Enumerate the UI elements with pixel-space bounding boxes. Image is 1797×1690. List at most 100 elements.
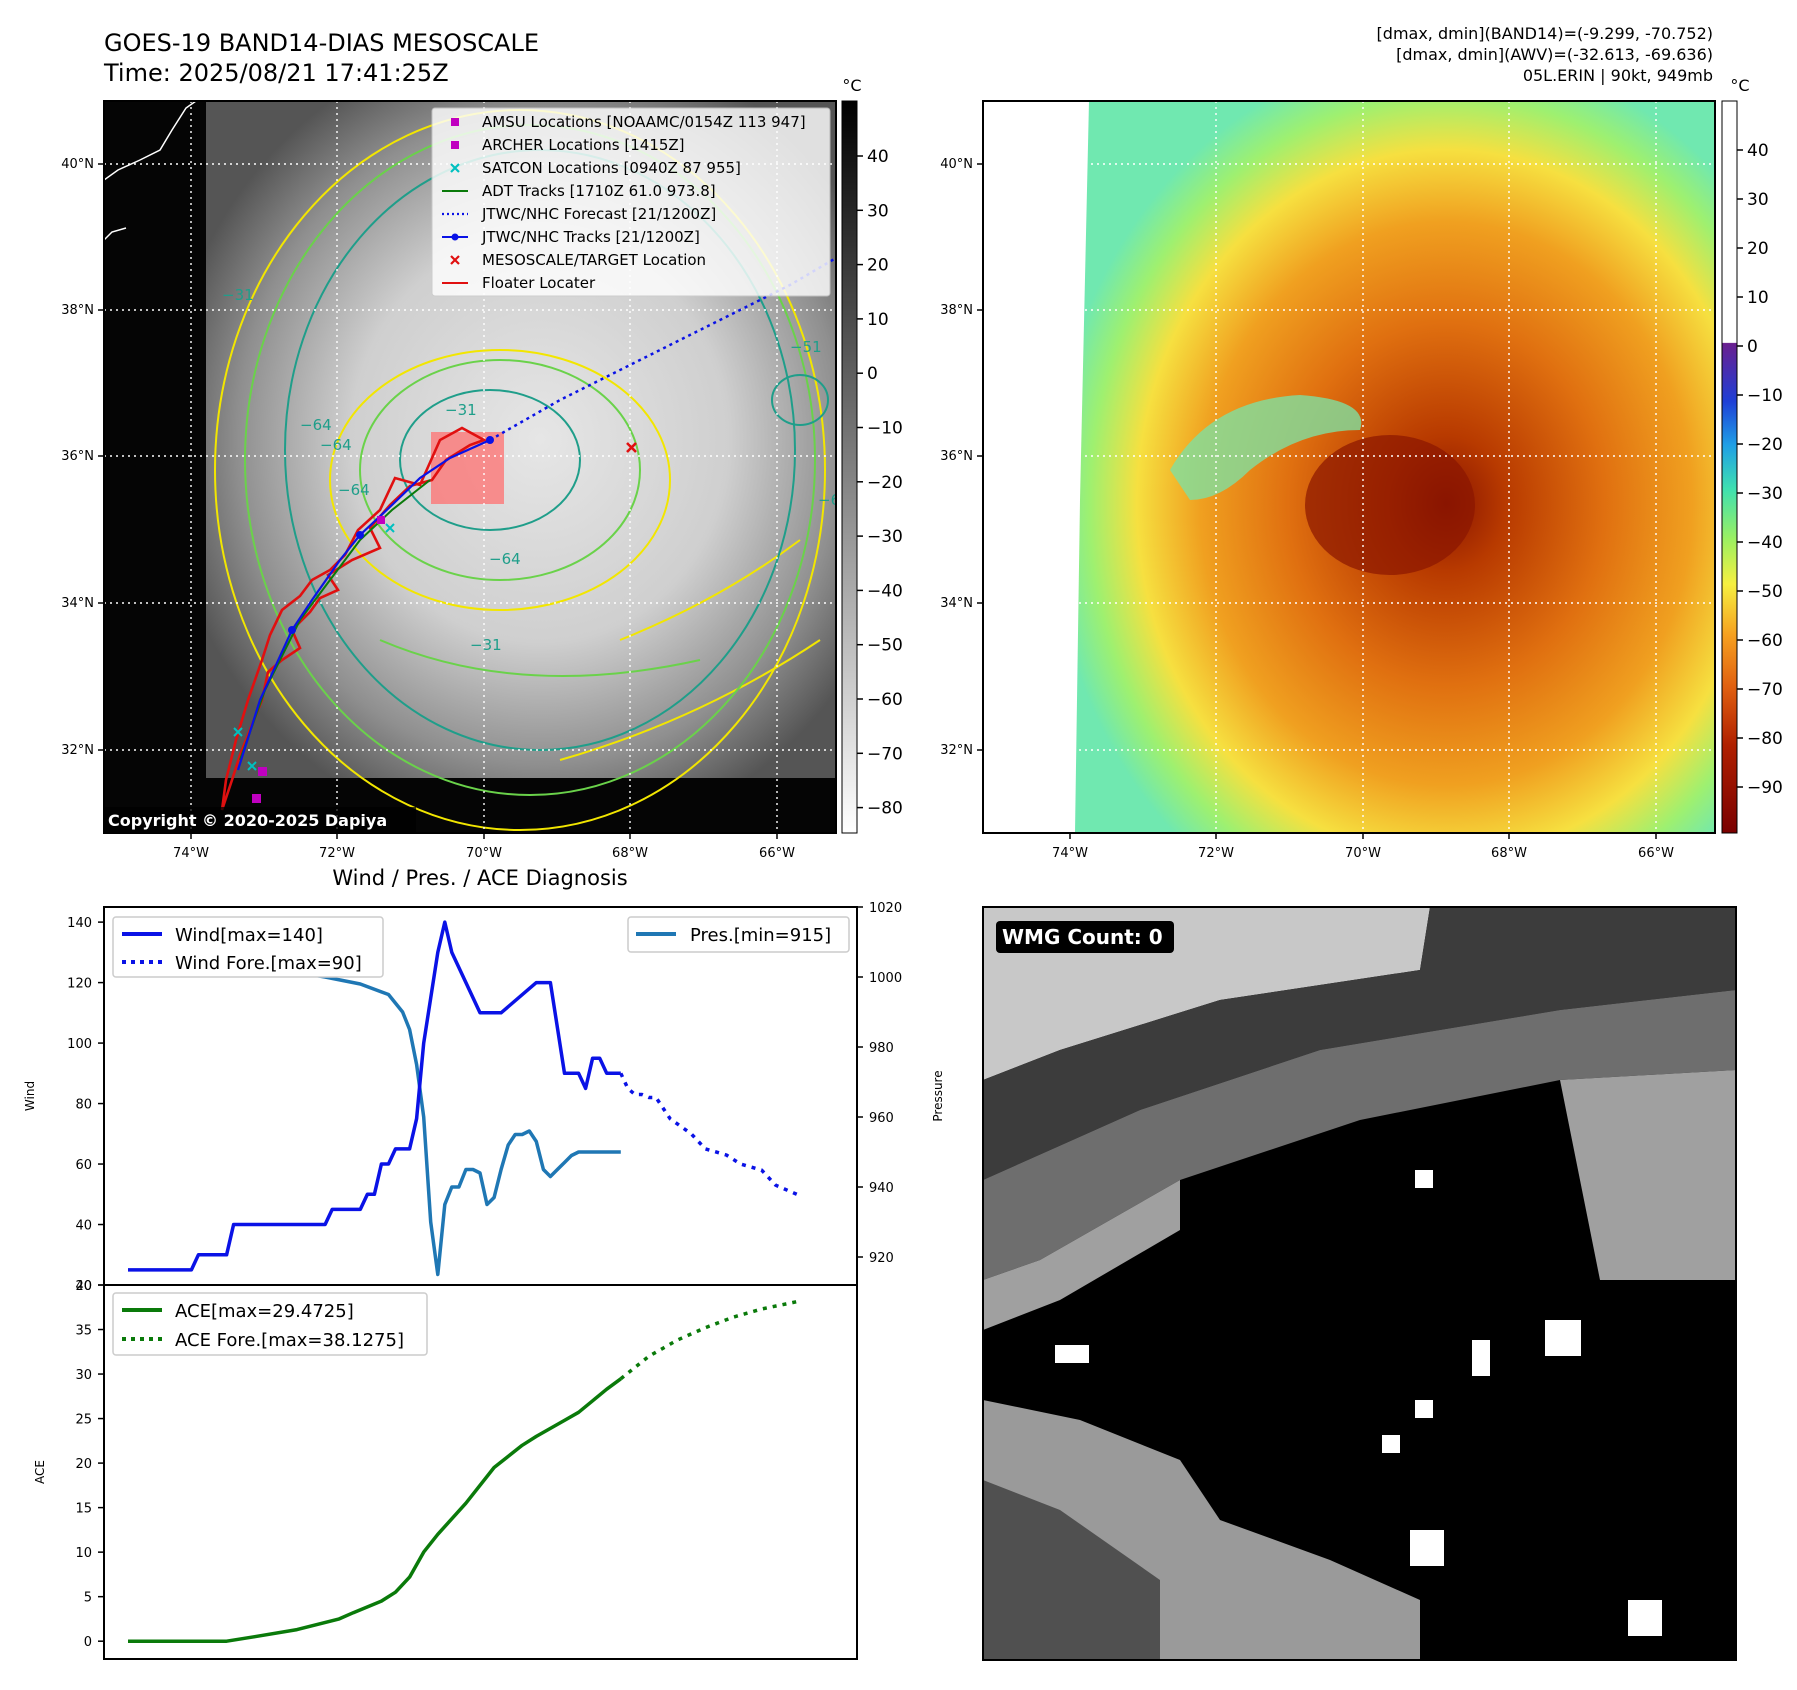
pressure-legend: Pres.[min=915]	[627, 916, 850, 953]
pressure-y-ticks: 1020 1000 980 960 940 920	[857, 901, 902, 1266]
color-colorbar	[1721, 100, 1738, 834]
ace-line	[128, 1377, 622, 1643]
wind-forecast-line	[619, 1072, 798, 1196]
lat-tick-label: 40°N	[940, 157, 973, 172]
lat-tick-label: 32°N	[61, 743, 94, 758]
colorbar-tick-label: 20	[1747, 239, 1769, 259]
colorbar-tick-label: 40	[1747, 141, 1769, 161]
ace-forecast-line	[619, 1299, 798, 1381]
colorbar-tick-label: 40	[867, 147, 889, 167]
lon-tick-label: 74°W	[173, 846, 209, 861]
legend-label: ADT Tracks [1710Z 61.0 973.8]	[482, 182, 716, 200]
contour-label: −64	[320, 436, 352, 454]
legend-marker	[450, 163, 460, 173]
y-tick-label: 920	[869, 1251, 894, 1266]
colorbar-ticks: 40 30 20 10 0 −10 −20 −30 −40 −50 −60 −70 −80	[857, 147, 903, 819]
wmg-frame	[982, 906, 1737, 1661]
y-tick-label: 960	[869, 1111, 894, 1126]
map-frame	[982, 100, 1716, 834]
contour-label: −64	[338, 481, 370, 499]
lon-tick-label: 74°W	[1052, 846, 1088, 861]
lat-tick-label: 34°N	[940, 596, 973, 611]
colorbar-tick-label: −30	[867, 527, 903, 547]
lat-axis: 40°N 38°N 36°N 34°N 32°N	[940, 157, 983, 758]
legend-label: AMSU Locations [NOAAMC/0154Z 113 947]	[482, 113, 806, 131]
stats-line-3: 05L.ERIN | 90kt, 949mb	[1523, 66, 1713, 85]
wind-legend: Wind[max=140] Wind Fore.[max=90]	[112, 916, 384, 978]
stats-line-1: [dmax, dmin](BAND14)=(-9.299, -70.752)	[1377, 24, 1713, 43]
colorbar-tick-label: −90	[1747, 778, 1783, 798]
lat-tick-label: 38°N	[61, 303, 94, 318]
y-tick-label: 80	[75, 1098, 92, 1113]
map-legend: AMSU Locations [NOAAMC/0154Z 113 947] ARC…	[431, 107, 831, 297]
y-tick-label: 120	[67, 977, 92, 992]
y-tick-label: 980	[869, 1041, 894, 1056]
eye-region	[1305, 435, 1475, 575]
colorbar-unit: °C	[842, 76, 861, 95]
stats-line-2: [dmax, dmin](AWV)=(-32.613, -69.636)	[1396, 45, 1713, 64]
colorbar-tick-label: −70	[867, 744, 903, 764]
legend-marker	[450, 255, 460, 265]
lat-tick-label: 38°N	[940, 303, 973, 318]
colorbar-tick-label: −20	[867, 473, 903, 493]
contour-label: −64	[818, 491, 850, 509]
ir-map-panel: −31 −64 −64 −64 −31 −51 −64 −31 −64 Copyright © …	[61, 76, 903, 861]
colorbar-ticks: 40 30 20 10 0 −10 −20 −30 −40 −50 −60 −70 −80 −90	[1737, 141, 1783, 798]
grid-lines	[983, 101, 1715, 833]
lat-tick-label: 36°N	[61, 449, 94, 464]
lat-axis: 40°N 38°N 36°N 34°N 32°N	[61, 157, 104, 758]
wmg-panel: WMG Count: 0	[982, 906, 1737, 1661]
legend-wind-forecast: Wind Fore.[max=90]	[175, 953, 362, 974]
y-tick-label: 100	[67, 1037, 92, 1052]
y-tick-label: 40	[75, 1279, 92, 1294]
lat-tick-label: 34°N	[61, 596, 94, 611]
wmg-white-pixels	[1055, 1170, 1662, 1636]
y-tick-label: 140	[67, 916, 92, 931]
colorbar-tick-label: −60	[1747, 631, 1783, 651]
legend-marker-dot	[451, 233, 459, 241]
colorbar-tick-label: −80	[867, 799, 903, 819]
colorbar-tick-label: −10	[867, 419, 903, 439]
lon-tick-label: 68°W	[612, 846, 648, 861]
y-tick-label: 10	[75, 1546, 92, 1561]
colorbar-tick-label: 10	[867, 310, 889, 330]
colorbar-unit: °C	[1730, 76, 1749, 95]
legend-ace: ACE[max=29.4725]	[175, 1301, 354, 1322]
ace-y-ticks: 40 35 30 25 20 15 10 5 0	[75, 1279, 104, 1650]
lon-tick-label: 66°W	[1638, 846, 1674, 861]
ace-chart: ACE 40 35 30 25 20 15 10 5 0 ACE[max=29.4725] AC…	[33, 1279, 858, 1660]
wind-line	[128, 920, 621, 1272]
color-map-panel: 74°W 72°W 70°W 68°W 66°W 40°N 38°N 36°N 34°N 32°…	[940, 76, 1783, 861]
y-tick-label: 15	[75, 1502, 92, 1517]
legend-pressure: Pres.[min=915]	[690, 925, 831, 946]
coastline	[104, 101, 197, 241]
ace-ylabel: ACE	[33, 1460, 47, 1484]
legend-marker	[451, 118, 459, 126]
ace-legend: ACE[max=29.4725] ACE Fore.[max=38.1275]	[112, 1292, 428, 1356]
legend-label: JTWC/NHC Tracks [21/1200Z]	[481, 228, 700, 246]
contour-label: −64	[300, 416, 332, 434]
y-tick-label: 60	[75, 1158, 92, 1173]
legend-label: MESOSCALE/TARGET Location	[482, 251, 706, 269]
wmg-mid-band	[983, 990, 1736, 1280]
y-tick-label: 20	[75, 1457, 92, 1472]
y-tick-label: 1020	[869, 901, 902, 916]
contour-label: −31	[222, 286, 254, 304]
contour-label: −51	[790, 338, 822, 356]
lon-tick-label: 70°W	[466, 846, 502, 861]
y-tick-label: 40	[75, 1219, 92, 1234]
map-frame	[103, 100, 837, 834]
contour-label: −64	[489, 550, 521, 568]
archer-region	[431, 432, 504, 504]
legend-ace-forecast: ACE Fore.[max=38.1275]	[175, 1330, 404, 1351]
lon-tick-label: 72°W	[319, 846, 355, 861]
colorbar-tick-label: 20	[867, 256, 889, 276]
ace-series	[128, 1299, 798, 1643]
amsu-markers	[252, 516, 385, 803]
lon-axis: 74°W 72°W 70°W 68°W 66°W	[173, 833, 795, 861]
wind-ylabel: Wind	[23, 1081, 37, 1111]
dry-slot	[1170, 395, 1362, 500]
wmg-dark-band	[983, 907, 1736, 1180]
lat-tick-label: 32°N	[940, 743, 973, 758]
